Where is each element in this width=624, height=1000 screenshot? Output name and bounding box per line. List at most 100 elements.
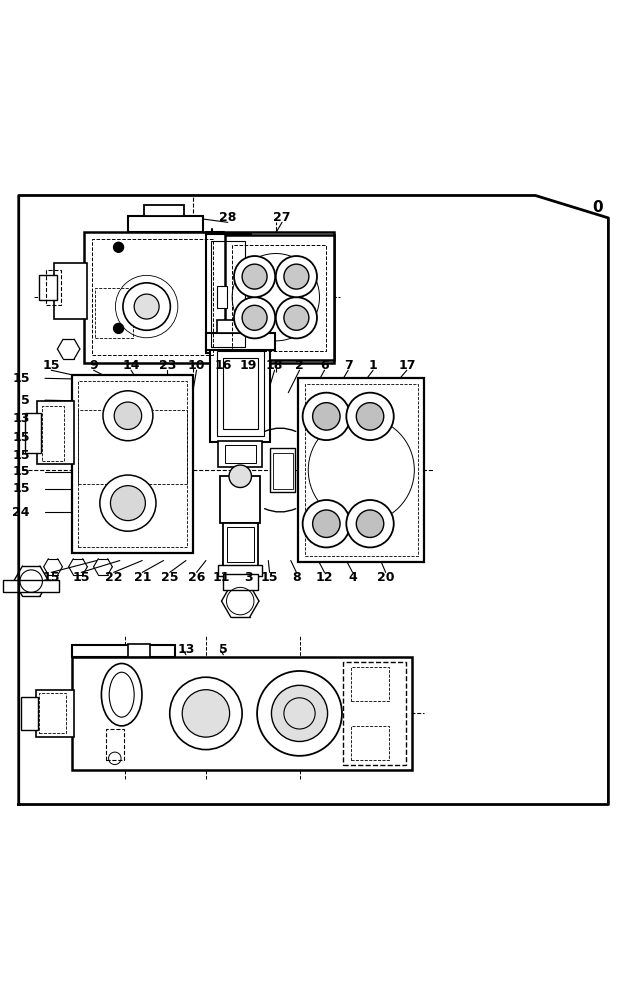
Text: 3: 3 [244, 571, 253, 584]
Circle shape [242, 264, 267, 289]
Bar [232, 245, 326, 351]
Bar [351, 726, 389, 760]
Bar [128, 216, 203, 232]
Bar [72, 645, 175, 657]
Bar [210, 345, 270, 442]
Bar [218, 565, 262, 576]
Bar [218, 441, 262, 467]
Text: 8: 8 [292, 571, 301, 584]
Bar [225, 445, 256, 463]
Text: 15: 15 [12, 465, 30, 478]
Circle shape [346, 393, 394, 440]
Bar [211, 241, 245, 347]
Text: 26: 26 [188, 571, 205, 584]
Bar [106, 729, 124, 760]
Bar [273, 453, 293, 489]
Text: 5: 5 [219, 643, 228, 656]
Text: 15: 15 [12, 449, 30, 462]
Circle shape [356, 510, 384, 537]
Text: 15: 15 [42, 359, 60, 372]
Bar [343, 662, 406, 765]
Circle shape [303, 500, 350, 547]
Circle shape [346, 500, 394, 547]
Ellipse shape [101, 663, 142, 726]
Bar [39, 275, 57, 300]
Bar [78, 381, 187, 547]
Bar [298, 378, 424, 562]
Text: 15: 15 [72, 571, 90, 584]
Bar [21, 697, 38, 730]
Bar [36, 690, 74, 737]
Circle shape [284, 305, 309, 330]
Bar [217, 286, 227, 308]
Text: 19: 19 [240, 359, 257, 372]
Text: 15: 15 [12, 372, 30, 385]
Text: 15: 15 [261, 571, 278, 584]
Text: 23: 23 [158, 359, 176, 372]
Circle shape [100, 475, 156, 531]
Text: 15: 15 [12, 482, 30, 495]
Circle shape [276, 297, 317, 338]
Bar [37, 401, 74, 464]
Text: 11: 11 [213, 571, 230, 584]
Text: 28: 28 [219, 211, 236, 224]
Circle shape [170, 677, 242, 750]
Circle shape [114, 323, 124, 333]
Bar [220, 476, 260, 523]
Text: 16: 16 [215, 359, 232, 372]
Text: 9: 9 [89, 359, 98, 372]
Bar [217, 351, 264, 436]
Text: 20: 20 [377, 571, 394, 584]
Text: 12: 12 [316, 571, 333, 584]
Text: 25: 25 [161, 571, 178, 584]
Circle shape [257, 671, 342, 756]
Circle shape [114, 402, 142, 429]
Bar [227, 527, 254, 562]
Circle shape [123, 283, 170, 330]
Text: 24: 24 [12, 506, 30, 519]
Bar [351, 667, 389, 701]
Bar [206, 234, 251, 353]
Bar [95, 288, 133, 338]
Text: 18: 18 [266, 359, 283, 372]
Bar [223, 574, 258, 590]
Circle shape [114, 242, 124, 252]
Circle shape [313, 510, 340, 537]
Bar [25, 413, 41, 453]
Bar [78, 410, 187, 484]
Bar [270, 448, 295, 492]
Circle shape [271, 685, 328, 741]
Text: 15: 15 [42, 571, 60, 584]
Text: 4: 4 [348, 571, 357, 584]
Text: 22: 22 [105, 571, 122, 584]
Bar [128, 644, 150, 657]
Bar [206, 333, 275, 350]
Circle shape [234, 256, 275, 297]
Circle shape [284, 264, 309, 289]
Circle shape [134, 294, 159, 319]
Text: 14: 14 [122, 359, 140, 372]
Text: 2: 2 [295, 359, 304, 372]
Text: 5: 5 [21, 394, 30, 407]
Circle shape [356, 403, 384, 430]
Text: 10: 10 [188, 359, 205, 372]
Circle shape [242, 305, 267, 330]
Bar [39, 693, 66, 733]
Bar [305, 384, 418, 556]
Text: 13: 13 [12, 412, 30, 425]
Circle shape [103, 391, 153, 441]
Bar [217, 320, 264, 333]
Text: 1: 1 [369, 359, 378, 372]
Text: 21: 21 [134, 571, 151, 584]
Bar [92, 239, 213, 355]
Bar [3, 580, 59, 592]
Circle shape [182, 690, 230, 737]
Text: 13: 13 [177, 643, 195, 656]
Circle shape [110, 486, 145, 521]
Bar [54, 263, 87, 319]
Circle shape [234, 297, 275, 338]
Text: 15: 15 [12, 431, 30, 444]
Bar [72, 375, 193, 553]
Circle shape [229, 465, 251, 488]
Bar [84, 232, 334, 363]
